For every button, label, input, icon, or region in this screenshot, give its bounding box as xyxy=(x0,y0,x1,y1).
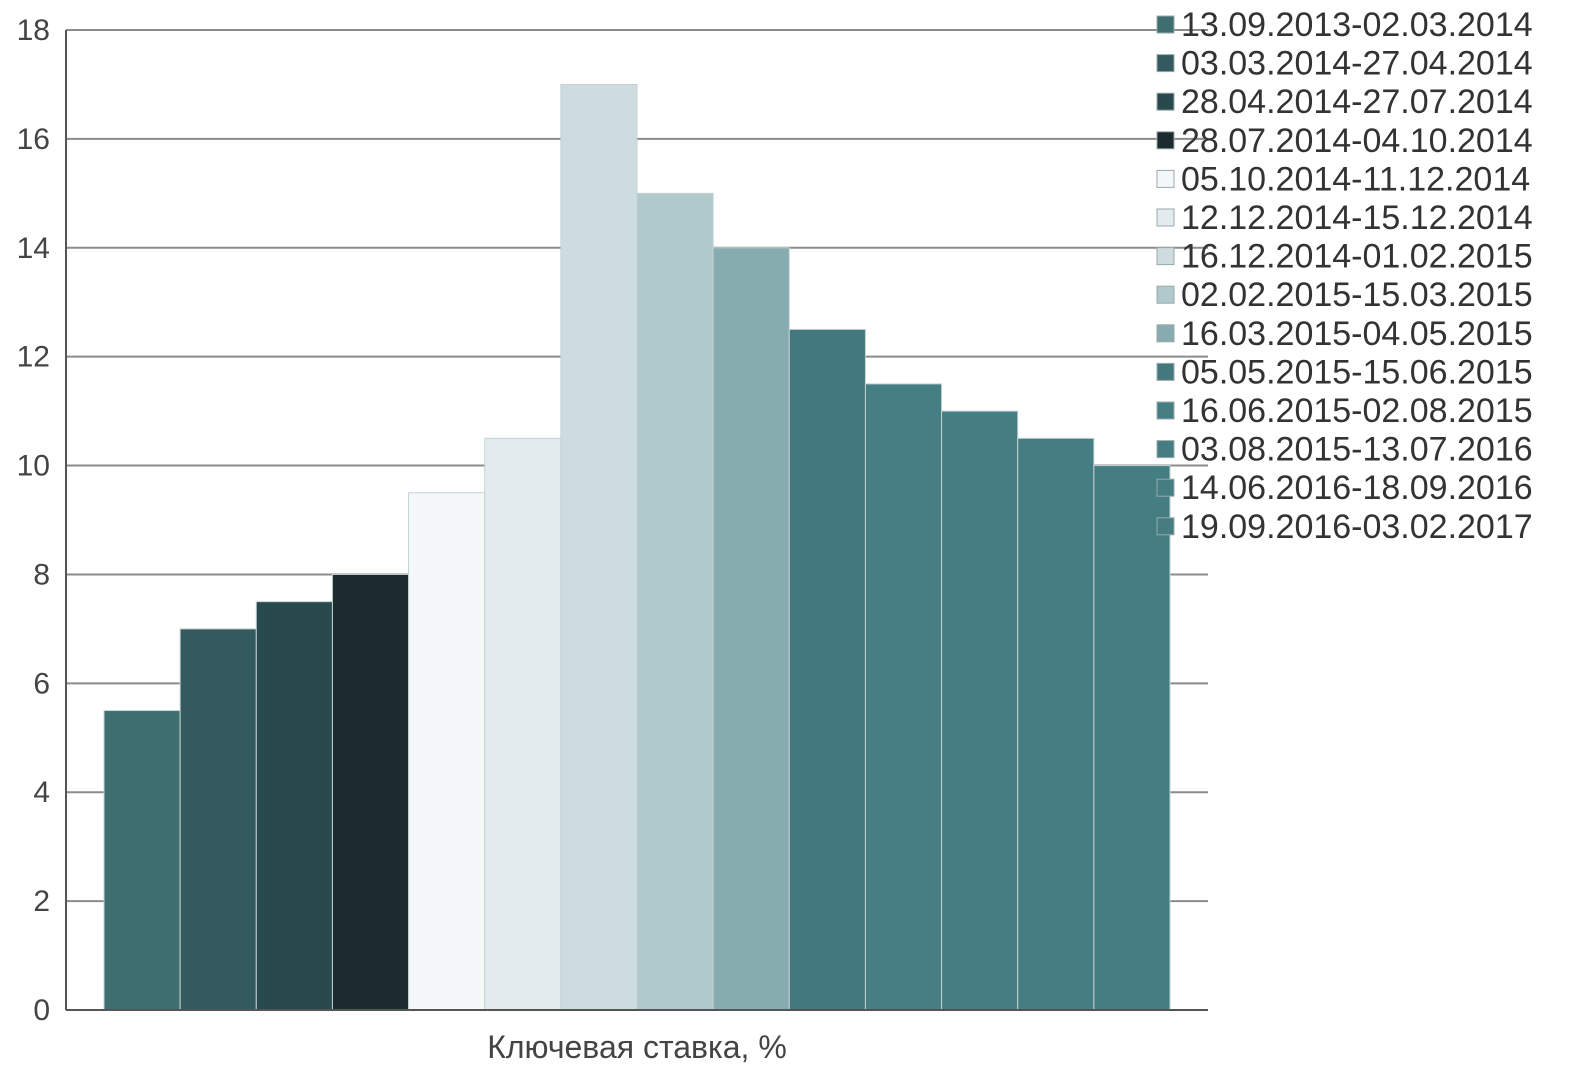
bar xyxy=(255,601,333,1011)
y-axis-ticks: 0 2 4 6 8 10 12 14 16 18 xyxy=(17,14,50,1027)
legend-label: 16.12.2014-01.02.2015 xyxy=(1181,238,1533,276)
bars xyxy=(103,83,1171,1011)
legend-swatch xyxy=(1156,401,1175,420)
legend-label: 12.12.2014-15.12.2014 xyxy=(1181,199,1533,237)
legend-label: 05.10.2014-11.12.2014 xyxy=(1181,160,1530,198)
bar xyxy=(331,573,410,1011)
legend-label: 16.03.2015-04.05.2015 xyxy=(1181,315,1533,353)
legend-swatch xyxy=(1156,324,1175,343)
bar xyxy=(636,192,714,1011)
legend-label: 03.03.2014-27.04.2014 xyxy=(1181,45,1533,83)
y-tick-label: 16 xyxy=(17,123,50,156)
y-tick-label: 4 xyxy=(33,776,50,809)
bar xyxy=(560,83,638,1011)
bar xyxy=(941,410,1019,1011)
y-tick-label: 18 xyxy=(17,14,50,47)
legend-label: 13.09.2013-02.03.2014 xyxy=(1181,6,1533,44)
legend: 13.09.2013-02.03.201403.03.2014-27.04.20… xyxy=(1156,6,1533,546)
bar xyxy=(103,710,181,1011)
y-tick-label: 2 xyxy=(33,885,50,918)
bar xyxy=(484,437,562,1011)
y-tick-label: 10 xyxy=(17,450,50,483)
bar xyxy=(788,328,866,1011)
legend-swatch xyxy=(1156,54,1175,73)
bar xyxy=(712,247,790,1011)
bar xyxy=(1017,437,1095,1011)
y-tick-label: 6 xyxy=(33,667,50,700)
bar xyxy=(1093,465,1171,1011)
y-tick-label: 0 xyxy=(33,994,50,1027)
legend-label: 05.05.2015-15.06.2015 xyxy=(1181,353,1533,391)
x-axis-label: Ключевая ставка, % xyxy=(487,1029,787,1065)
legend-label: 02.02.2015-15.03.2015 xyxy=(1181,276,1533,314)
legend-label: 14.06.2016-18.09.2016 xyxy=(1181,469,1533,507)
y-tick-label: 14 xyxy=(17,232,50,265)
legend-swatch xyxy=(1156,169,1175,188)
bar xyxy=(864,383,943,1011)
bar xyxy=(179,628,257,1011)
legend-label: 16.06.2015-02.08.2015 xyxy=(1181,392,1533,430)
legend-swatch xyxy=(1156,247,1175,266)
legend-swatch xyxy=(1156,285,1175,304)
legend-label: 28.04.2014-27.07.2014 xyxy=(1181,83,1533,121)
legend-swatch xyxy=(1156,15,1175,34)
legend-swatch xyxy=(1156,131,1175,150)
legend-label: 28.07.2014-04.10.2014 xyxy=(1181,122,1533,160)
legend-swatch xyxy=(1156,208,1175,227)
legend-swatch xyxy=(1156,92,1175,111)
legend-swatch xyxy=(1156,478,1175,497)
legend-label: 03.08.2015-13.07.2016 xyxy=(1181,431,1533,469)
legend-swatch xyxy=(1156,362,1175,381)
y-tick-label: 12 xyxy=(17,341,50,374)
legend-swatch xyxy=(1156,517,1175,536)
y-tick-label: 8 xyxy=(33,558,50,591)
legend-label: 19.09.2016-03.02.2017 xyxy=(1181,508,1533,546)
legend-swatch xyxy=(1156,440,1175,459)
axes xyxy=(65,30,1208,1011)
bar xyxy=(408,492,486,1011)
